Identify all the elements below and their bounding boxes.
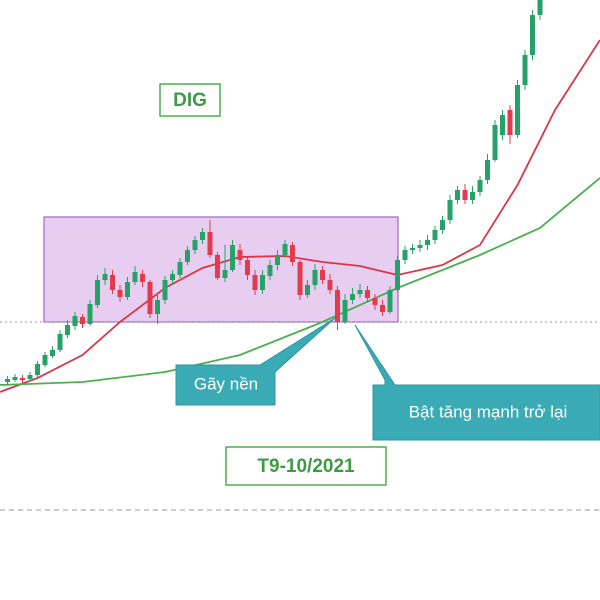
- candle-body: [95, 280, 100, 305]
- candle-body: [500, 115, 505, 135]
- candle-body: [230, 245, 235, 270]
- candle-body: [110, 275, 115, 290]
- candle-body: [342, 300, 348, 322]
- candle-body: [260, 275, 265, 290]
- candle-body: [20, 378, 25, 380]
- candle-body: [290, 245, 295, 262]
- candle-body: [155, 300, 160, 314]
- candle-body: [5, 379, 10, 382]
- candle-body: [440, 220, 445, 230]
- candle-body: [417, 245, 423, 248]
- candle-body: [147, 282, 153, 314]
- candle-body: [252, 275, 258, 290]
- callout-text: Gãy nền: [194, 374, 258, 393]
- candle-body: [387, 290, 393, 312]
- candle-body: [275, 255, 280, 265]
- label-box: [225, 446, 387, 486]
- candle-body: [305, 285, 310, 295]
- candle-body: [35, 364, 40, 375]
- candle-body: [410, 248, 415, 250]
- candle-body: [312, 270, 318, 285]
- candle-body: [237, 250, 243, 260]
- candle-body: [80, 317, 85, 324]
- candle-body: [170, 274, 175, 280]
- candle-body: [477, 180, 483, 192]
- candle-body: [537, 0, 543, 15]
- candle-body: [282, 244, 288, 255]
- candle-body: [447, 200, 453, 220]
- candle-body: [162, 280, 168, 300]
- labels: DIG Gãy nền Bật tăng mạnh trở lại T9-10/…: [159, 83, 600, 486]
- candle-body: [335, 290, 340, 322]
- candle-body: [192, 240, 198, 250]
- candle-body: [380, 305, 385, 312]
- candle-body: [320, 270, 325, 280]
- candle-body: [245, 260, 250, 275]
- candle-body: [530, 15, 535, 55]
- candle-body: [215, 255, 220, 278]
- candle-body: [455, 190, 460, 200]
- candle-body: [267, 265, 273, 276]
- candle-body: [425, 240, 430, 245]
- candle-body: [522, 55, 528, 85]
- candle-body: [132, 272, 138, 282]
- candle-body: [140, 274, 145, 282]
- candle-body: [50, 350, 55, 356]
- candle-body: [372, 298, 378, 305]
- callout: [354, 324, 600, 441]
- candle-body: [102, 274, 108, 280]
- candle-body: [462, 190, 468, 200]
- candle-body: [327, 280, 333, 290]
- candle-body: [395, 260, 400, 290]
- candle-body: [177, 262, 183, 275]
- candle-body: [402, 250, 408, 260]
- plot: [0, 0, 600, 393]
- candle-body: [515, 85, 520, 135]
- candle-body: [357, 290, 363, 294]
- candle-body: [432, 230, 438, 240]
- ma-line: [0, 177, 600, 386]
- candle-body: [350, 294, 355, 300]
- label-box: [159, 83, 221, 117]
- candle-body: [57, 334, 63, 350]
- candle-body: [185, 250, 190, 262]
- candle-body: [207, 232, 213, 255]
- candle-body: [65, 325, 70, 335]
- period-label: T9-10/2021: [257, 456, 355, 477]
- candle-body: [72, 316, 78, 326]
- candle-body: [492, 125, 498, 160]
- callout-text: Bật tăng mạnh trở lại: [409, 402, 568, 421]
- candle-body: [12, 377, 18, 380]
- candle-body: [507, 110, 513, 135]
- candle-body: [470, 192, 475, 200]
- ticker-label: DIG: [173, 90, 207, 111]
- ma-line: [0, 39, 600, 393]
- callout: [175, 317, 336, 406]
- candle-body: [42, 355, 48, 365]
- candle-body: [125, 282, 130, 297]
- candle-body: [485, 160, 490, 180]
- candle-body: [87, 304, 93, 324]
- candle-body: [365, 290, 370, 298]
- candle-body: [222, 270, 228, 278]
- candle-body: [297, 262, 303, 295]
- candle-body: [200, 232, 205, 240]
- candle-body: [27, 375, 33, 379]
- candle-body: [117, 290, 123, 297]
